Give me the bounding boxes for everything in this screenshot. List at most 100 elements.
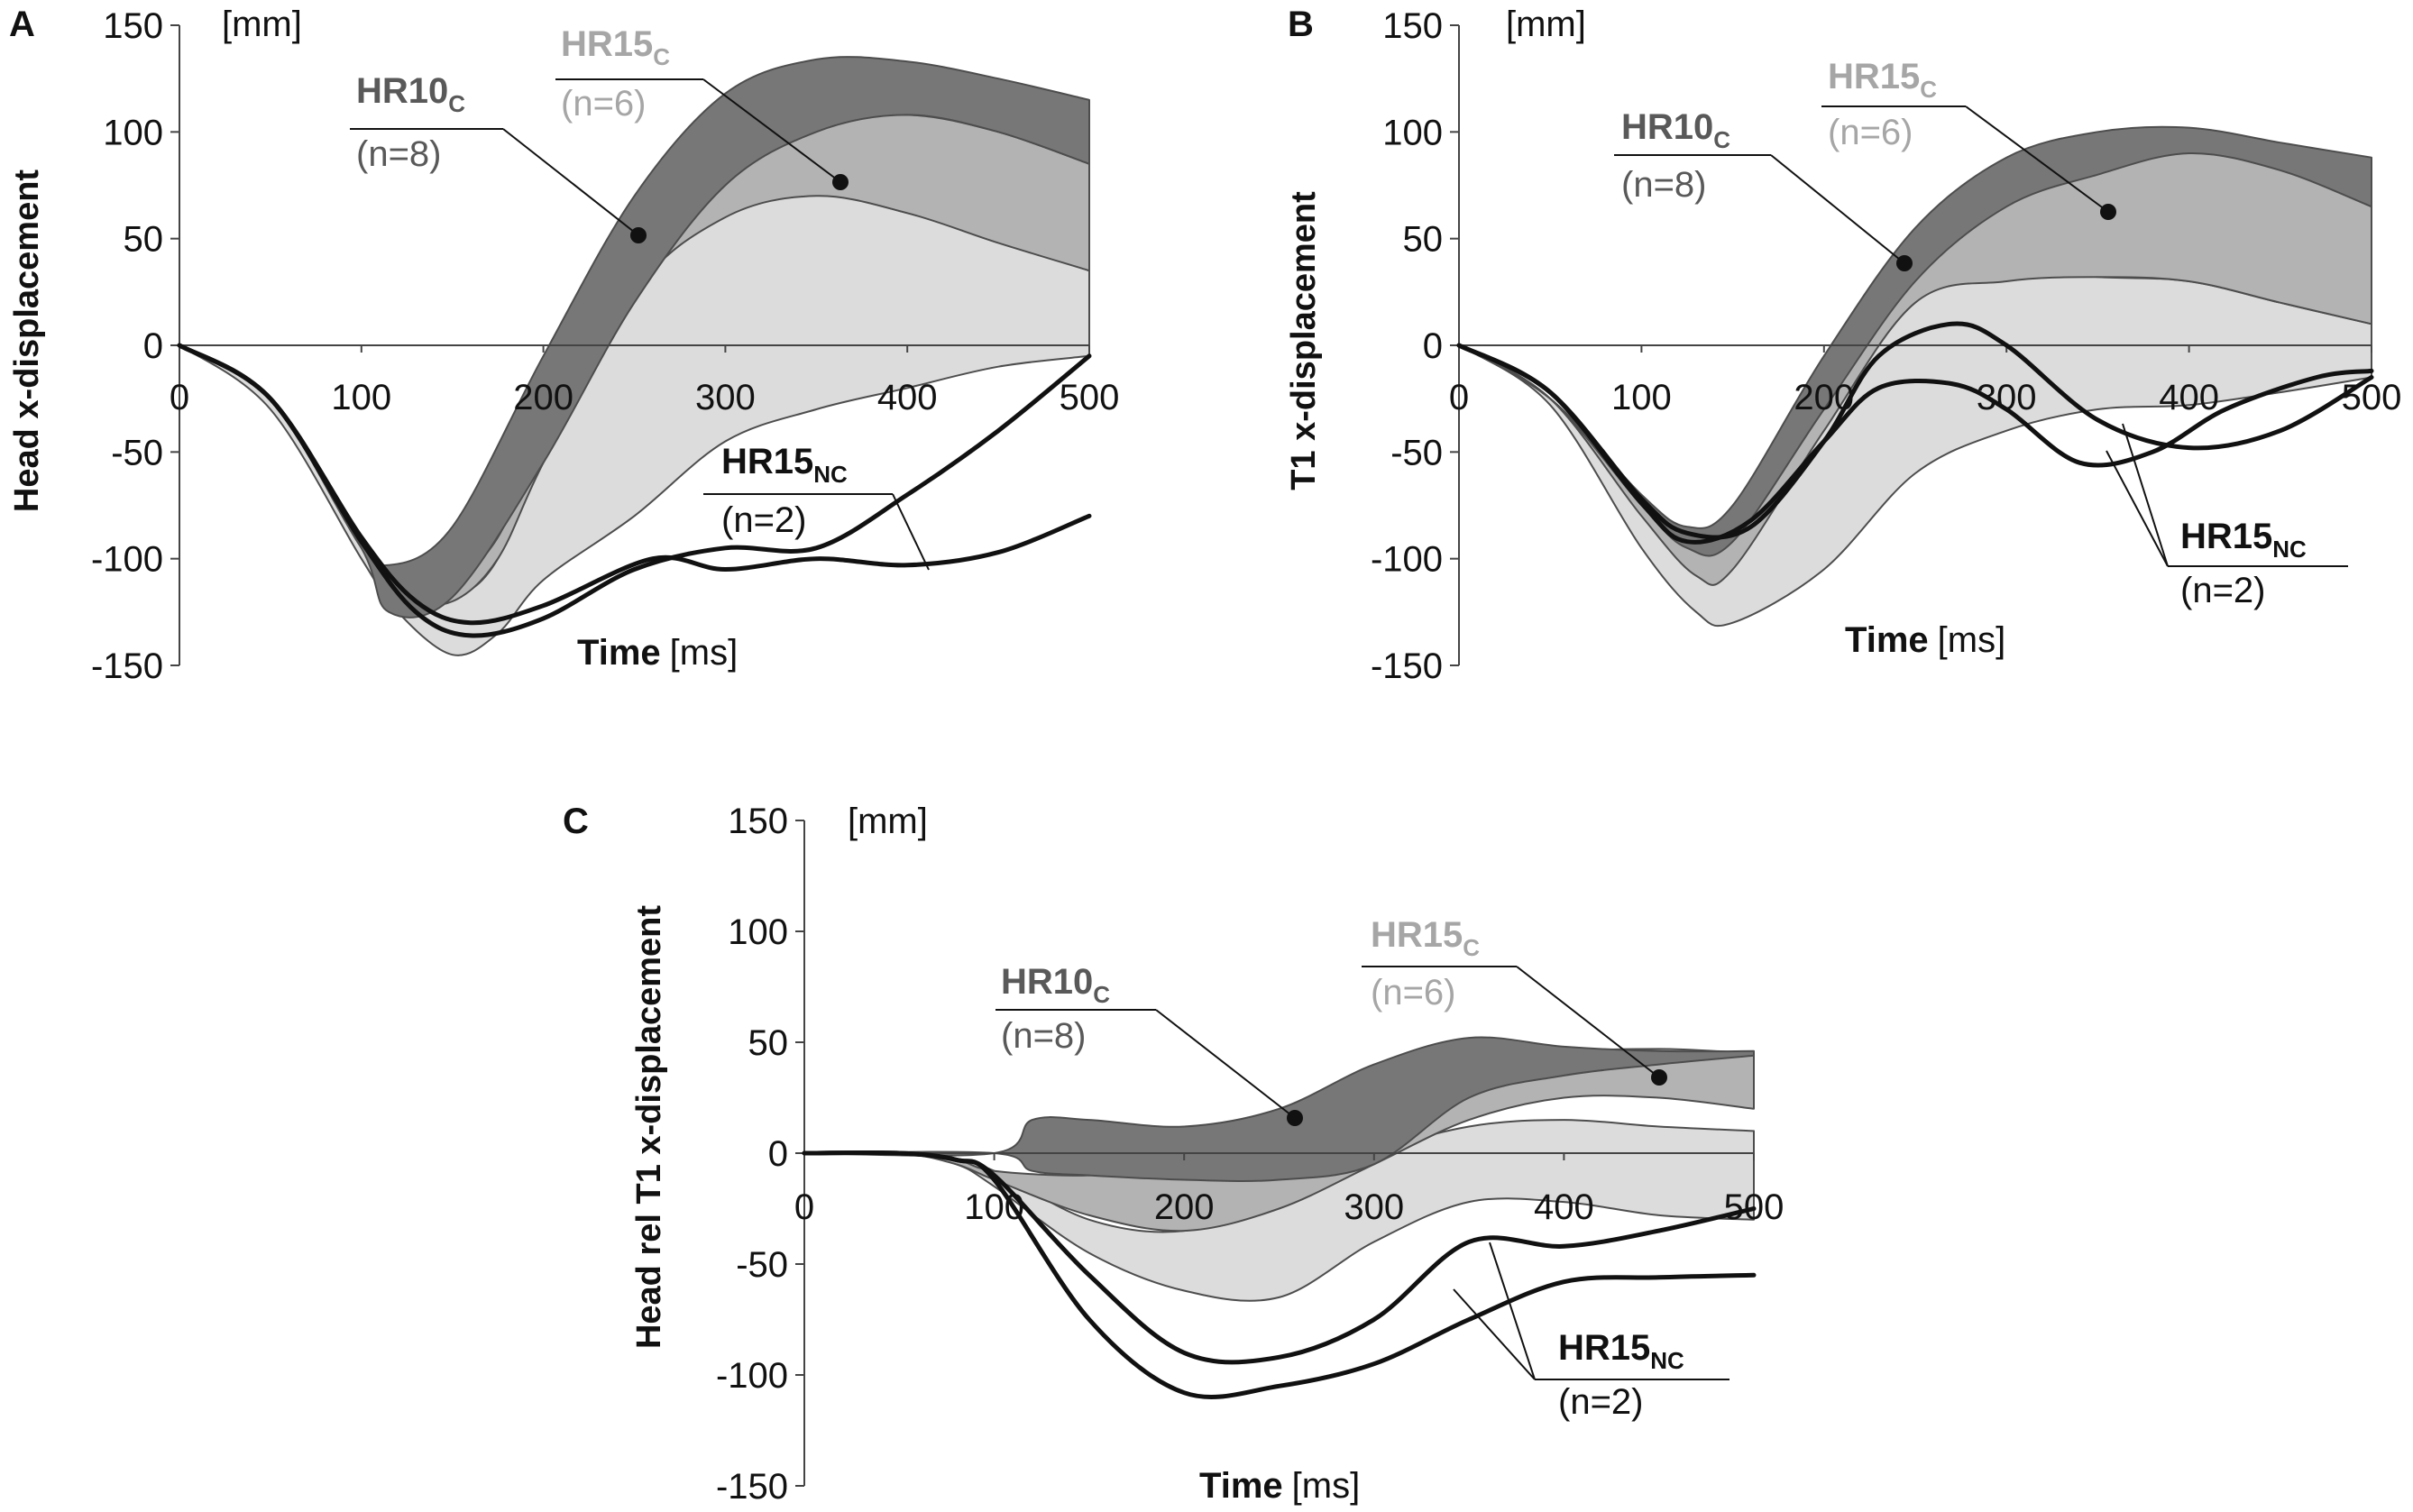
panel-a-ytick-label: -50 [111, 433, 163, 472]
panel-c-hr10-n: (n=8) [1001, 1016, 1087, 1056]
panel-b-yticks: 150 100 50 0 -50 -100 -150 [1371, 6, 1443, 686]
panel-a-xtick-label: 200 [513, 378, 573, 417]
svg-text:HR15C: HR15C [1371, 915, 1480, 961]
panel-b-hr15nc-sub: NC [2272, 536, 2307, 563]
panel-a-yticks: 150 100 50 0 -50 -100 -150 [91, 6, 163, 686]
panel-a-unit: [mm] [222, 5, 302, 44]
panel-c-unit: [mm] [848, 802, 928, 841]
panel-a-hr10-sub: C [448, 90, 465, 117]
panel-a-xlabel: Time [ms] [577, 633, 738, 673]
panel-c-nc-line-4 [802, 1150, 1757, 1400]
panel-c-ylabel: Head rel T1 x-displacement [630, 905, 668, 1349]
panel-c-xtick-label: 400 [1534, 1187, 1594, 1227]
panel-b-annotation-hr15nc: HR15NC (n=2) [2106, 423, 2348, 610]
panel-a-hr15nc-n: (n=2) [721, 500, 807, 540]
panel-c-xtick-label: 500 [1724, 1187, 1785, 1227]
panel-b-ytick-label: 100 [1382, 113, 1443, 152]
panel-a-xlabel-time: Time [577, 633, 661, 673]
panel-a-xtick-label: 0 [170, 378, 189, 417]
panel-c-xlabel-time: Time [1199, 1466, 1283, 1506]
panel-b-hr10-n: (n=8) [1621, 165, 1707, 205]
panel-b-xtick-label: 200 [1794, 378, 1854, 417]
svg-text:HR15NC: HR15NC [2180, 517, 2307, 563]
panel-c-ytick-label: 0 [768, 1134, 788, 1174]
panel-b-unit: [mm] [1506, 5, 1586, 44]
svg-text:HR15NC: HR15NC [1558, 1328, 1684, 1374]
panel-b-nc-line-3 [1456, 321, 2374, 540]
panel-c-xtick-label: 0 [794, 1187, 814, 1227]
panel-a-xtick-label: 300 [695, 378, 756, 417]
svg-text:HR15C: HR15C [1828, 57, 1937, 103]
svg-text:HR10C: HR10C [356, 71, 465, 117]
panel-c: C Head rel T1 x-displacement [mm] 0 100 20… [563, 802, 1784, 1507]
svg-text:HR10C: HR10C [1001, 962, 1110, 1008]
panel-b-hr10-label: HR10 [1621, 107, 1713, 147]
panel-b-xlabel: Time [ms] [1845, 620, 2005, 660]
panel-c-hr10-sub: C [1093, 981, 1110, 1008]
panel-b-annotation-hr15: HR15C (n=6) [1821, 57, 2116, 220]
panel-b-hr15-n: (n=6) [1828, 113, 1913, 152]
panel-a-ytick-label: -150 [91, 646, 163, 686]
panel-c-ytick-label: 100 [728, 912, 788, 952]
panel-c-annotation-hr15: HR15C (n=6) [1362, 915, 1667, 1086]
panel-c-hr10-label: HR10 [1001, 962, 1093, 1002]
svg-text:HR10C: HR10C [1621, 107, 1730, 153]
panel-c-hr15-n: (n=6) [1371, 973, 1456, 1013]
panel-a-hr10-n: (n=8) [356, 134, 442, 174]
panel-c-yticks: 150 100 50 0 -50 -100 -150 [716, 802, 788, 1507]
panel-c-ytick-label: 150 [728, 802, 788, 841]
panel-b-hr10-marker [1896, 255, 1913, 271]
panel-a-ytick-label: 0 [143, 326, 163, 366]
panel-c-xtick-label: 300 [1344, 1187, 1404, 1227]
panel-b-xlabel-time: Time [1845, 620, 1929, 660]
panel-c-hr15-label: HR15 [1371, 915, 1463, 955]
svg-text:HR15C: HR15C [561, 24, 670, 70]
panel-c-hr10-marker [1287, 1110, 1303, 1126]
svg-text:HR15NC: HR15NC [721, 442, 848, 488]
panel-b-hr15-marker [2100, 204, 2116, 220]
panel-b-hr15nc-label: HR15 [2180, 517, 2272, 556]
panel-b-ytick-label: 50 [1403, 220, 1444, 260]
panel-a-xtick-label: 400 [877, 378, 938, 417]
panel-a-plot [170, 24, 1092, 666]
panel-b-xtick-label: 0 [1449, 378, 1469, 417]
panel-b-ytick-label: -50 [1390, 433, 1443, 472]
panel-b-band-3 [1458, 125, 2372, 557]
panel-a-xticks: 0 100 200 300 400 500 [170, 378, 1120, 417]
panel-a-hr10-marker [630, 227, 647, 243]
panel-c-hr15nc-label: HR15 [1558, 1328, 1650, 1368]
panel-a-hr10-label: HR10 [356, 71, 448, 111]
panel-c-ytick-label: -150 [716, 1467, 788, 1507]
panel-b-ytick-label: -100 [1371, 540, 1443, 580]
panel-a-hr15-label: HR15 [561, 24, 653, 64]
panel-c-ytick-label: -50 [736, 1245, 788, 1285]
panel-c-plot [795, 820, 1757, 1487]
panel-a-hr15nc-sub: NC [813, 461, 848, 488]
panel-b-xtick-label: 400 [2159, 378, 2219, 417]
panel-c-xlabel-unit: [ms] [1292, 1466, 1361, 1506]
panel-c-xtick-label: 200 [1154, 1187, 1215, 1227]
panel-c-band-3 [803, 1036, 1755, 1182]
panel-a-letter: A [9, 5, 35, 44]
panel-b-hr15nc-n: (n=2) [2180, 571, 2266, 610]
panel-a: A Head x-displacement [mm] 0 100 200 300 400… [8, 5, 1119, 686]
panel-b-ytick-label: 150 [1382, 6, 1443, 46]
panel-c-ytick-label: -100 [716, 1356, 788, 1396]
panel-a-ytick-label: 100 [103, 113, 163, 152]
panel-b-ylabel: T1 x-displacement [1285, 191, 1323, 490]
panel-c-annotation-hr15nc: HR15NC (n=2) [1453, 1242, 1729, 1422]
panel-a-ytick-label: -100 [91, 540, 163, 580]
panel-a-ylabel: Head x-displacement [8, 170, 46, 512]
panel-a-xtick-label: 500 [1060, 378, 1120, 417]
panel-c-xticks: 0 100 200 300 400 500 [794, 1187, 1785, 1227]
panel-b-plot [1450, 24, 2374, 666]
panel-a-band-3 [179, 56, 1090, 619]
panel-c-hr15-sub: C [1463, 934, 1480, 961]
panel-b: B T1 x-displacement [mm] 0 100 200 300 400 50… [1285, 5, 2401, 686]
panel-b-nc-line-4 [1456, 343, 2374, 545]
panel-c-hr15nc-sub: NC [1650, 1347, 1684, 1374]
panel-c-hr15nc-n: (n=2) [1558, 1382, 1644, 1422]
panel-b-xlabel-unit: [ms] [1938, 620, 2006, 660]
panel-a-annotation-hr15: HR15C (n=6) [555, 24, 849, 190]
panel-b-xtick-label: 300 [1977, 378, 2037, 417]
